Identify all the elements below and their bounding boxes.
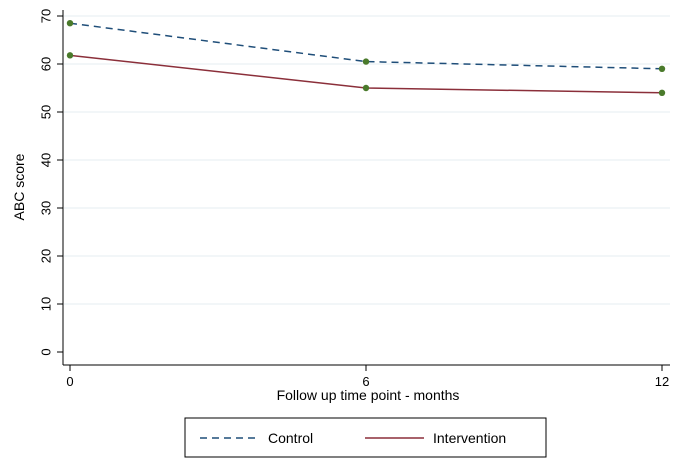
y-tick-label-10: 10 (39, 297, 54, 311)
point-intervention-6 (362, 84, 370, 92)
y-tick-label-20: 20 (39, 249, 54, 263)
point-intervention-12 (658, 89, 666, 97)
series-points (66, 20, 666, 97)
y-tick-label-60: 60 (39, 57, 54, 71)
x-tick-label-0: 0 (66, 374, 73, 389)
legend-label-intervention: Intervention (433, 430, 506, 446)
point-intervention-0 (66, 52, 74, 59)
x-tick-label-12: 12 (655, 374, 669, 389)
y-tick-label-30: 30 (39, 201, 54, 215)
series-line-control (69, 22, 663, 70)
legend-label-control: Control (268, 430, 313, 446)
x-tick-label-6: 6 (362, 374, 369, 389)
y-tick-label-40: 40 (39, 153, 54, 167)
point-control-12 (658, 65, 666, 73)
series-lines (69, 22, 663, 94)
x-axis-ticks: 0 6 12 (66, 365, 669, 389)
x-axis-title: Follow up time point - months (277, 387, 460, 403)
y-axis-ticks: 0 10 20 30 40 50 60 70 (39, 9, 63, 356)
y-tick-label-50: 50 (39, 105, 54, 119)
point-control-0 (66, 20, 74, 27)
point-control-6 (362, 58, 370, 65)
y-tick-label-0: 0 (39, 348, 54, 355)
y-axis-title: ABC score (11, 153, 27, 220)
legend: Control Intervention (184, 417, 547, 458)
y-tick-label-70: 70 (39, 9, 54, 23)
